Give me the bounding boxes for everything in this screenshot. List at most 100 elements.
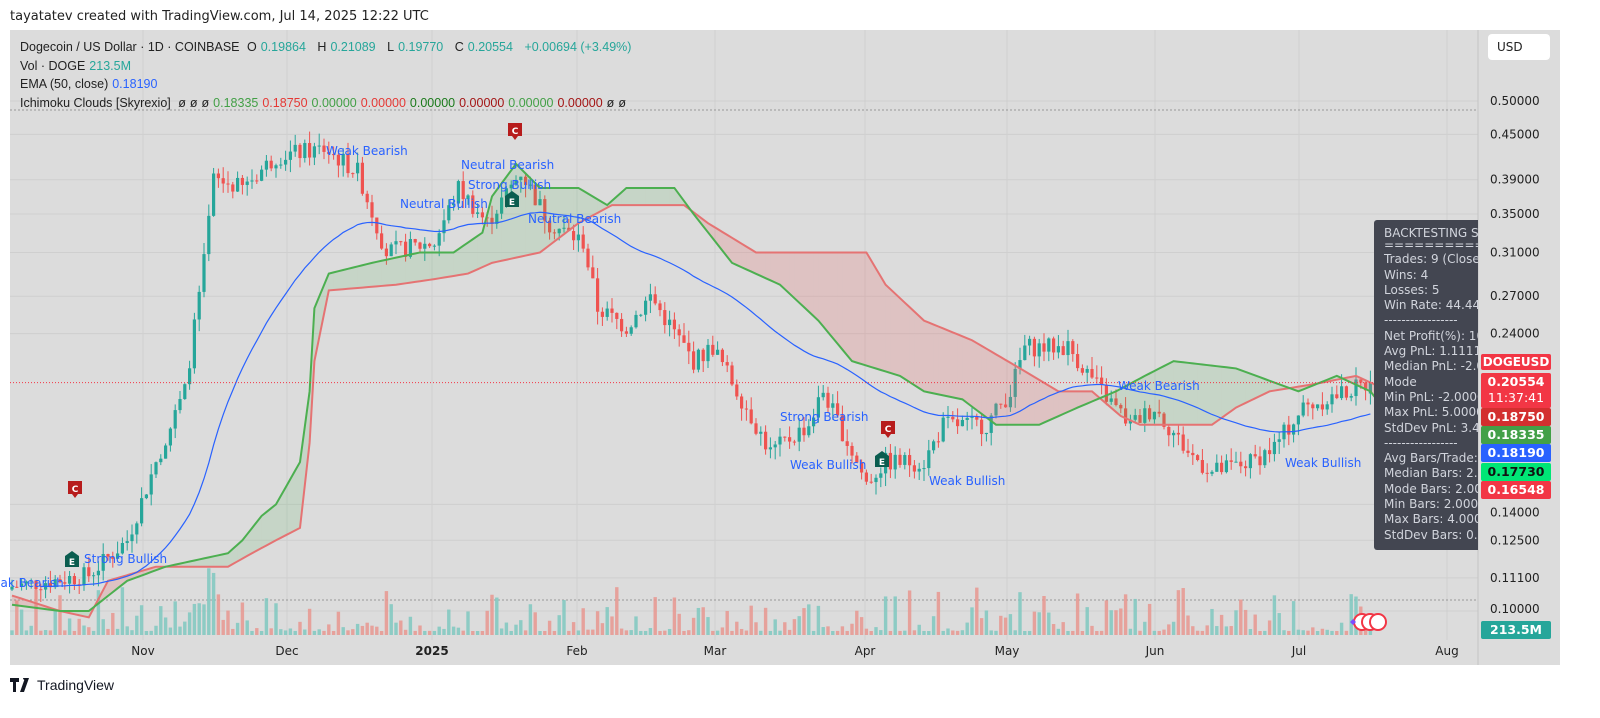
ichimoku-value: 0.00000 [360,95,406,110]
signal-label: Strong Bullish [468,178,552,192]
cloud-fill [549,187,555,246]
tradingview-logo[interactable]: TradingView [10,677,114,693]
cloud-fill [924,320,929,393]
cloud-fill [986,348,992,422]
time-axis-label: Nov [131,644,154,658]
candle [87,567,91,577]
volume-bar [576,630,581,635]
volume-bar [394,622,398,635]
cloud-fill [1264,379,1270,394]
candle [927,450,931,469]
candle [1354,379,1358,397]
entry-marker-icon [875,451,889,467]
volume-bar [557,615,561,635]
low-label: L [387,40,395,54]
entry-marker-label: E [879,458,885,468]
candle [706,344,710,362]
volume-bar [955,630,960,635]
candle [960,419,964,427]
candle [1325,404,1329,410]
volume-bar [1277,613,1281,635]
candle [615,312,619,319]
ichimoku-legend[interactable]: Ichimoku Clouds [Skyrexio] ø ø ø 0.18335 0.1… [20,94,635,113]
volume-bar [63,630,67,635]
cloud-fill [1068,391,1073,412]
candle [903,455,907,465]
candle [221,178,225,184]
stat-line: StdDev Bars: 0.62 [1384,527,1478,542]
volume-bar [1128,628,1133,635]
candle [514,180,518,185]
volume-bar [1162,629,1166,635]
cloud-fill [669,187,675,206]
chart-area[interactable]: 0.50000 0.45000 0.39000 0.35000 0.31000 0.270… [10,30,1560,665]
cloud-fill [991,351,996,425]
cloud-fill [319,285,324,338]
candle [1210,471,1214,474]
cloud-fill [1240,370,1246,406]
ichimoku-value: 0.00000 [557,95,603,110]
candle [1152,411,1156,420]
volume-legend[interactable]: Vol · DOGE 213.5M [20,57,635,76]
cloud-fill [208,556,214,567]
price-chart[interactable]: 0.50000 0.45000 0.39000 0.35000 0.31000 0.270… [10,30,1560,665]
currency-button[interactable]: USD [1488,34,1550,60]
candle [418,242,422,249]
candle [1028,338,1032,346]
volume-bar [802,608,806,635]
time-axis-label: May [995,644,1020,658]
candle [240,177,244,185]
candle [1100,377,1104,385]
volume-bar [826,626,830,635]
candle [1023,345,1027,361]
candle [389,244,393,257]
volume-bar [408,616,413,635]
candle [96,570,100,576]
symbol-legend[interactable]: Dogecoin / US Dollar · 1D · COINBASE O 0.… [20,38,635,57]
volume-bar [523,630,528,635]
cloud-fill [636,187,641,206]
cloud-fill [799,252,804,308]
candle [452,203,456,206]
candle [1066,341,1070,356]
candle [164,445,168,459]
candle [63,582,67,584]
candle [1148,408,1152,420]
ema-legend[interactable]: EMA (50, close) 0.18190 [20,75,635,94]
cloud-fill [1082,391,1088,406]
volume-bar [888,630,893,635]
candle [288,151,292,160]
volume-bar [1061,622,1065,635]
candle [1277,439,1281,442]
candle [322,145,326,152]
volume-bar [634,616,638,635]
candle [759,431,763,434]
volume-bar [1013,630,1017,635]
volume-bar [629,630,633,635]
cloud-fill [736,240,742,268]
candle [802,427,806,436]
candle [749,409,753,424]
candle [1018,360,1022,369]
candle [855,455,859,463]
volume-bar [264,598,269,635]
volume-bar [615,587,619,635]
volume-bar [456,627,461,635]
volume-bar [96,590,101,635]
cloud-fill [1173,361,1179,425]
cloud-fill [751,249,756,274]
candle [394,241,398,245]
candle [989,415,993,433]
cloud-fill [295,462,300,531]
stat-separator: ----------------- [1384,313,1458,328]
volume-bar [111,612,115,635]
cloud-fill [938,326,944,396]
cloud-fill [1015,365,1020,425]
time-axis-label: Jul [1291,644,1306,658]
volume-bar [1071,630,1075,635]
volume-bar [1200,630,1205,635]
candle [1047,338,1051,352]
volume-bar [610,616,614,635]
cloud-fill [1111,391,1116,412]
cloud-fill [578,187,584,224]
